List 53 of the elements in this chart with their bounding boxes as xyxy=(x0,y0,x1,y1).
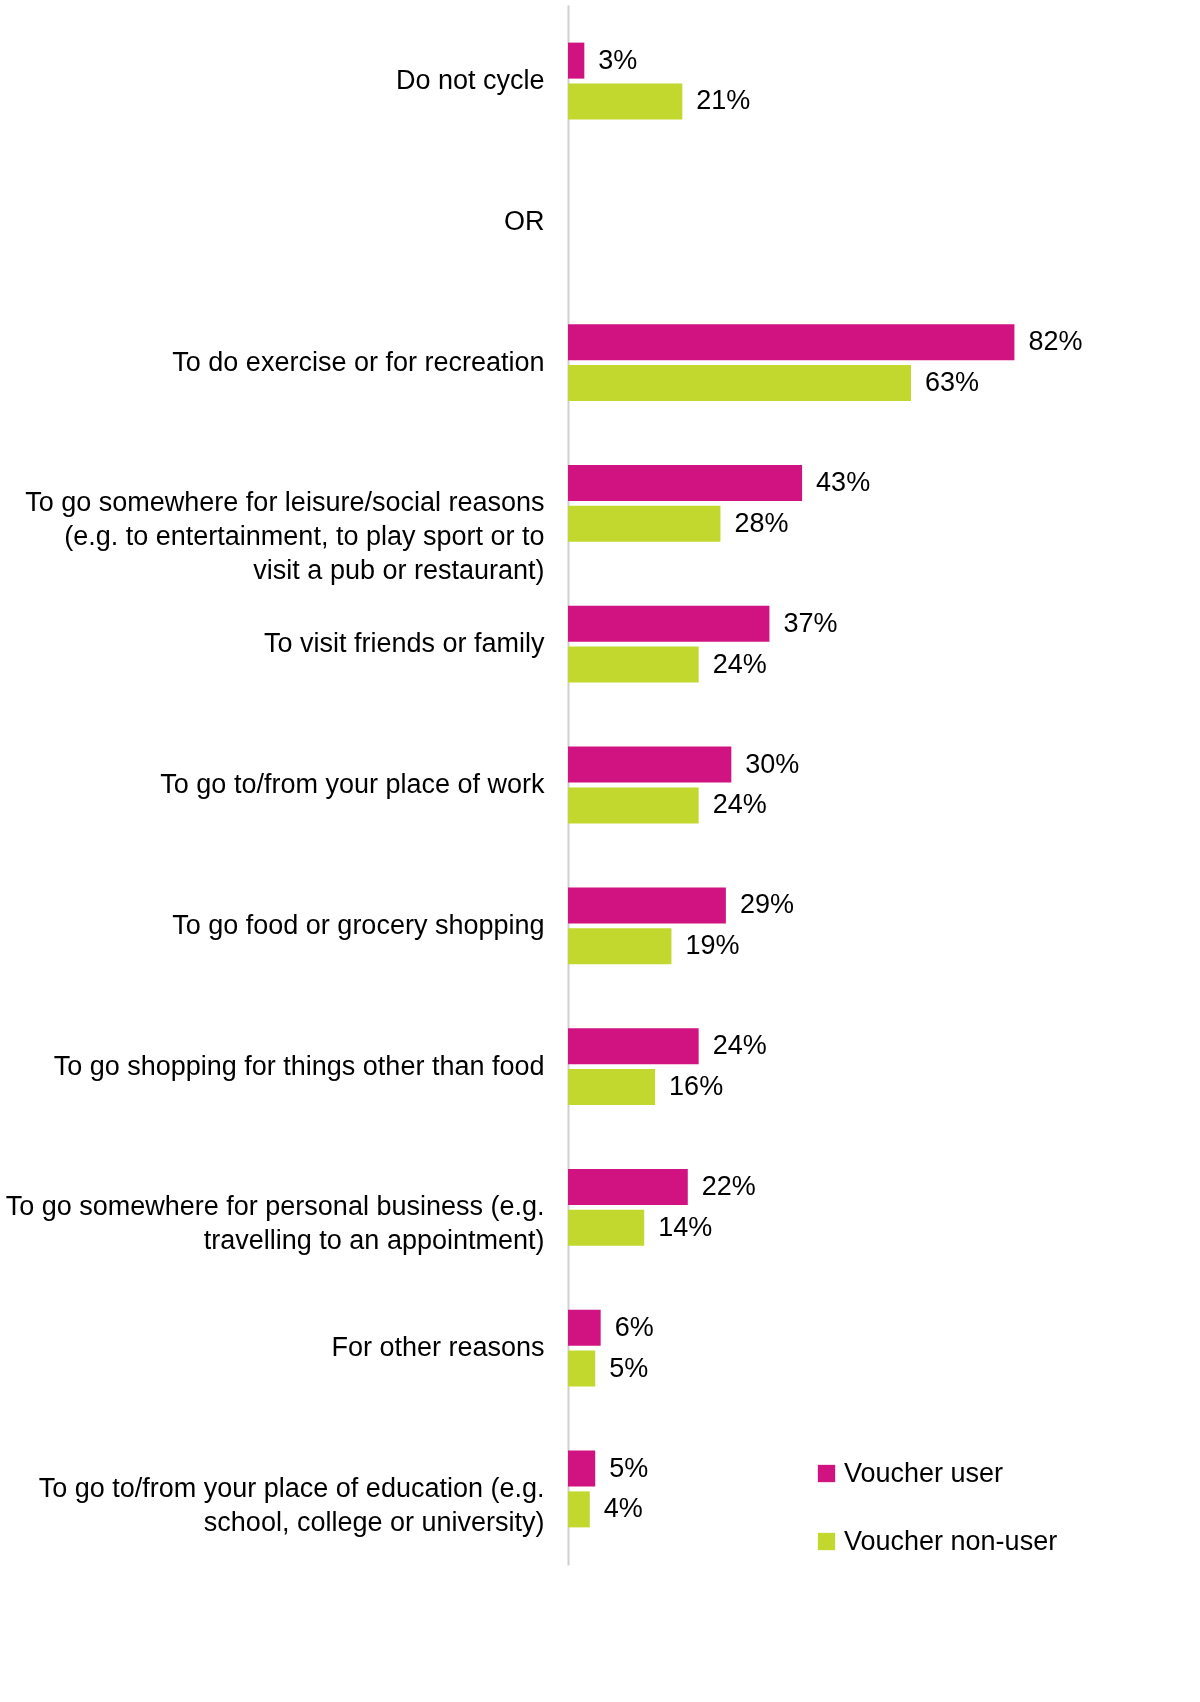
bar xyxy=(568,1069,656,1105)
legend-label: Voucher user xyxy=(844,1457,1004,1488)
data-label: 24% xyxy=(712,789,767,820)
bar xyxy=(568,505,721,542)
bar xyxy=(568,83,683,120)
bar xyxy=(568,787,699,824)
y-tick-label: To go food or grocery shopping xyxy=(172,909,545,940)
data-label: 24% xyxy=(712,648,767,679)
data-label: 21% xyxy=(696,85,751,116)
bar xyxy=(568,928,672,965)
bar xyxy=(568,42,585,79)
y-tick-label: Do not cycle xyxy=(395,65,545,96)
data-label: 5% xyxy=(609,1452,649,1483)
bar xyxy=(568,365,911,402)
y-tick-label: To go somewhere for personal business (e.g. travelling to an appointment) xyxy=(5,1191,545,1256)
bar xyxy=(568,646,699,683)
data-label: 63% xyxy=(924,367,980,398)
bar xyxy=(568,1309,601,1346)
data-label: 37% xyxy=(783,607,838,638)
bar xyxy=(568,465,803,501)
data-label: 22% xyxy=(701,1170,756,1201)
data-label: 29% xyxy=(739,889,794,920)
bar xyxy=(568,1491,590,1528)
y-tick-label: To go to/from your place of education (e.g. school, college or university) xyxy=(38,1472,545,1537)
legend-label: Voucher non-user xyxy=(844,1525,1058,1556)
y-tick-label: For other reasons xyxy=(331,1332,545,1363)
bar xyxy=(568,1028,699,1065)
y-tick-label: OR xyxy=(504,205,545,236)
y-tick-label: To go shopping for things other than food xyxy=(53,1050,545,1081)
data-label: 4% xyxy=(603,1493,643,1524)
data-label: 28% xyxy=(734,507,789,538)
data-label: 19% xyxy=(685,930,740,961)
data-label: 5% xyxy=(609,1352,649,1383)
data-label: 30% xyxy=(745,748,800,779)
data-label: 82% xyxy=(1028,326,1083,357)
data-label: 6% xyxy=(614,1311,654,1342)
bar xyxy=(568,1168,688,1205)
y-tick-label: To go somewhere for leisure/social reasons (e.g. to entertainment, to play sport or to visit a pub or restaurant) xyxy=(25,487,545,586)
data-label: 43% xyxy=(816,467,871,497)
bar xyxy=(568,887,726,924)
bar xyxy=(568,1450,596,1487)
y-tick-label: To visit friends or family xyxy=(263,628,545,659)
bar xyxy=(568,605,770,642)
data-label: 24% xyxy=(712,1030,767,1061)
y-tick-label: To do exercise or for recreation xyxy=(172,346,545,377)
data-label: 3% xyxy=(598,44,638,75)
bar xyxy=(568,746,732,783)
bar xyxy=(568,324,1015,361)
data-label: 16% xyxy=(669,1071,724,1101)
bar xyxy=(568,1350,596,1387)
data-label: 14% xyxy=(658,1211,713,1242)
y-tick-label: To go to/from your place of work xyxy=(160,769,545,799)
bar xyxy=(568,1209,645,1246)
